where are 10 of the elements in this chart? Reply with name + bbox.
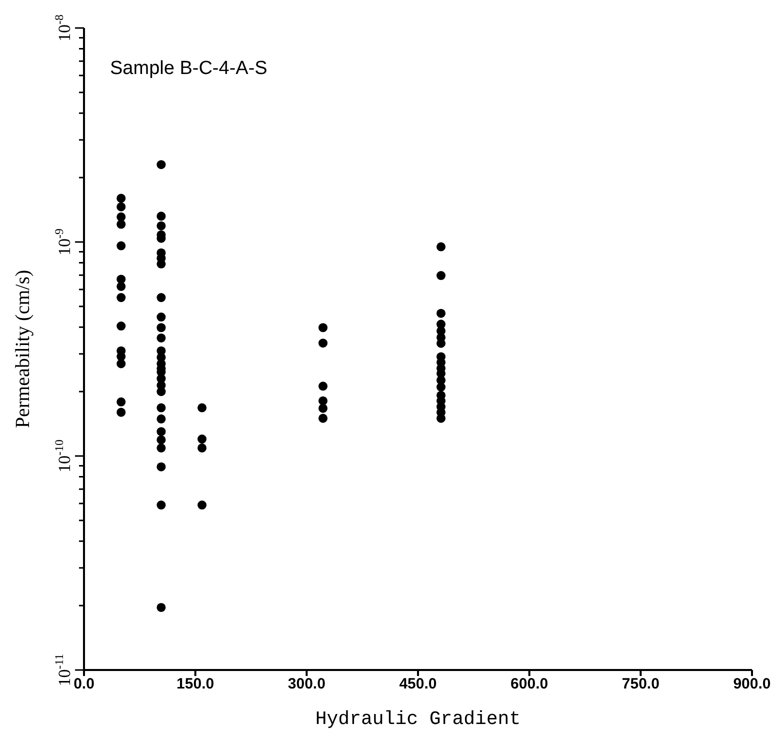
x-tick-label: 300.0 (288, 676, 326, 693)
x-tick-label: 750.0 (622, 676, 660, 693)
annotation: Sample B-C-4-A-S (110, 58, 268, 80)
x-tick-label: 0.0 (74, 676, 94, 693)
x-tick-label: 450.0 (399, 676, 437, 693)
x-tick-label: 600.0 (510, 676, 548, 693)
y-axis-title: Permeability (cm/s) (12, 270, 34, 428)
x-tick-label: 150.0 (176, 676, 214, 693)
x-axis-title: Hydraulic Gradient (315, 708, 521, 730)
x-tick-label: 900.0 (733, 676, 771, 693)
